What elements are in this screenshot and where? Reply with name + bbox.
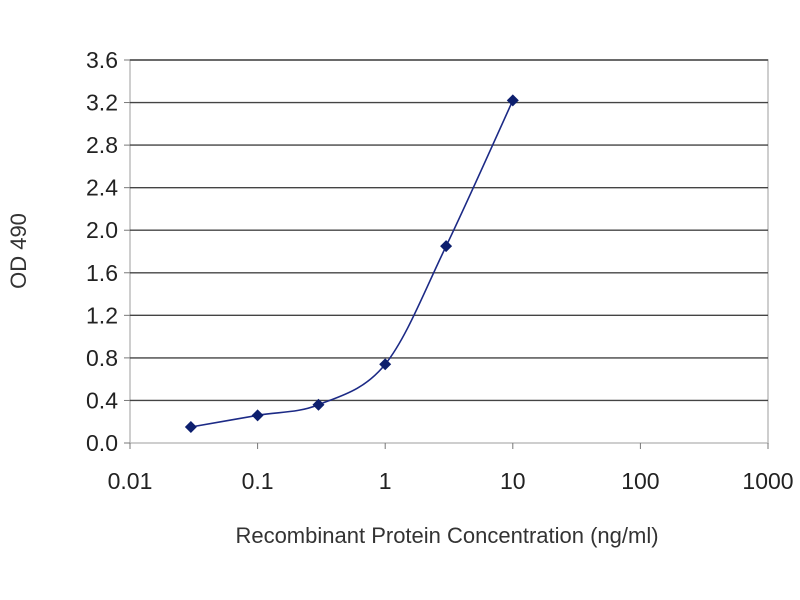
data-point bbox=[251, 409, 264, 422]
x-tick-label: 1000 bbox=[742, 468, 793, 494]
plot-area bbox=[129, 59, 769, 444]
x-axis-title: Recombinant Protein Concentration (ng/ml… bbox=[235, 523, 658, 548]
data-point bbox=[379, 358, 392, 371]
data-point bbox=[184, 421, 197, 434]
y-tick-label: 0.4 bbox=[86, 387, 118, 413]
y-tick-label: 2.8 bbox=[86, 132, 118, 158]
y-tick-label: 2.0 bbox=[86, 217, 118, 243]
x-tick-label: 0.1 bbox=[242, 468, 274, 494]
x-tick-label: 1 bbox=[379, 468, 392, 494]
data-points bbox=[184, 94, 519, 434]
y-tick-label: 0.8 bbox=[86, 345, 118, 371]
data-point bbox=[312, 398, 325, 411]
y-tick-label: 3.6 bbox=[86, 47, 118, 73]
y-tick-label: 0.0 bbox=[86, 430, 118, 456]
x-tick-label: 100 bbox=[621, 468, 659, 494]
y-axis-ticks: 0.0 0.4 0.8 1.2 1.6 2.0 2.4 2.8 3.2 3.6 bbox=[86, 47, 130, 456]
x-tick-label: 10 bbox=[500, 468, 526, 494]
data-point bbox=[440, 240, 453, 253]
y-tick-label: 1.2 bbox=[86, 302, 118, 328]
gridlines bbox=[130, 59, 768, 402]
data-point bbox=[506, 94, 519, 107]
y-tick-label: 2.4 bbox=[86, 175, 118, 201]
x-axis-ticks: 0.01 0.1 1 10 100 1000 bbox=[108, 443, 794, 494]
y-axis-title: OD 490 bbox=[6, 213, 31, 289]
y-tick-label: 1.6 bbox=[86, 260, 118, 286]
x-tick-label: 0.01 bbox=[108, 468, 153, 494]
y-tick-label: 3.2 bbox=[86, 90, 118, 116]
